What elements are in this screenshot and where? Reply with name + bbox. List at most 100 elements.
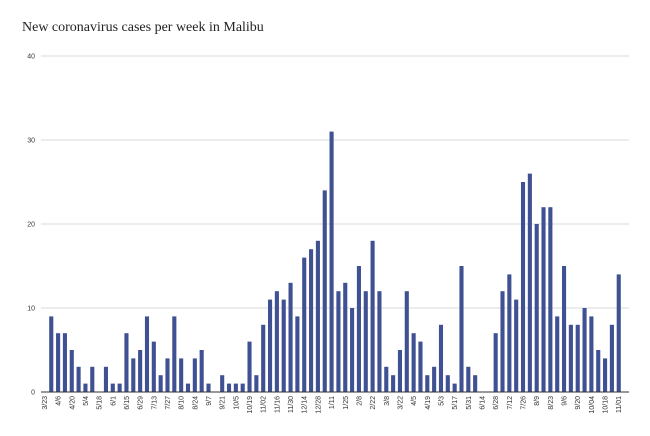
bar: [520, 182, 526, 392]
bar: [514, 299, 519, 392]
bar: [582, 308, 587, 392]
x-tick-label: 1/11: [329, 396, 336, 409]
bar: [309, 249, 314, 392]
bar: [377, 291, 382, 392]
bars: [49, 131, 621, 392]
bar: [370, 240, 375, 392]
bar: [172, 316, 177, 392]
bar: [356, 266, 361, 392]
bar: [117, 383, 122, 392]
x-tick-label: 7/12: [507, 396, 514, 410]
bar: [268, 299, 273, 392]
bar: [322, 190, 327, 392]
bar: [288, 282, 293, 392]
x-tick-label: 12/28: [315, 396, 322, 414]
bar: [240, 383, 245, 392]
y-tick-label: 40: [27, 54, 35, 61]
bar: [404, 291, 409, 392]
x-tick-label: 5/31: [466, 396, 473, 410]
bar: [384, 366, 389, 392]
x-tick-label: 7/26: [521, 396, 528, 410]
bar: [452, 383, 457, 392]
x-axis-ticks: 3/23 4/6 4/20 5/4 5/18 6/1 6/15 6/29 7/13 7/27 8/1…: [42, 396, 623, 414]
y-tick-label: 0: [31, 390, 35, 397]
bar: [254, 375, 259, 392]
bar: [131, 358, 136, 392]
bar: [144, 316, 150, 392]
bar: [438, 324, 444, 392]
x-tick-label: 5/17: [452, 396, 459, 410]
bar: [343, 282, 348, 392]
gridlines: [41, 55, 629, 309]
bar: [56, 333, 61, 392]
bar: [603, 358, 608, 392]
bar: [151, 341, 156, 392]
bar: [281, 299, 286, 392]
bar: [493, 333, 498, 392]
x-tick-label: 11/01: [616, 396, 623, 413]
bar: [247, 341, 252, 392]
bar: [138, 350, 143, 392]
x-tick-label: 4/5: [411, 396, 418, 406]
x-tick-label: 3/22: [397, 396, 404, 410]
bar: [83, 383, 88, 392]
y-axis-ticks: 0 10 20 30 40: [27, 54, 35, 397]
bar: [616, 274, 621, 392]
bar: [562, 266, 567, 392]
bar: [76, 366, 81, 392]
bar: [329, 131, 334, 392]
x-tick-label: 4/20: [69, 396, 76, 410]
x-tick-label: 7/13: [151, 396, 158, 410]
bar: [555, 316, 560, 392]
x-tick-label: 9/7: [206, 396, 213, 406]
bar: [534, 224, 539, 392]
bar: [110, 383, 115, 392]
chart-title: New coronavirus cases per week in Malibu: [22, 20, 264, 35]
x-tick-label: 4/19: [425, 396, 432, 410]
bar: [507, 274, 512, 392]
x-tick-label: 6/15: [124, 396, 131, 410]
bar: [609, 324, 614, 392]
bar: [575, 324, 580, 392]
bar: [391, 375, 396, 392]
bar: [425, 375, 430, 392]
x-tick-label: 3/23: [42, 396, 49, 410]
x-tick-label: 10/04: [589, 396, 596, 414]
bar: [226, 383, 232, 392]
x-tick-label: 9/6: [562, 396, 569, 406]
x-tick-label: 6/28: [493, 396, 500, 410]
x-tick-label: 11/02: [261, 396, 268, 413]
bar: [548, 207, 553, 392]
x-tick-label: 2/22: [370, 396, 377, 410]
bar: [199, 350, 204, 392]
bar: [233, 383, 238, 392]
bar: [459, 266, 464, 392]
bar: [432, 366, 437, 392]
x-tick-label: 6/14: [480, 396, 487, 410]
x-tick-label: 9/21: [220, 396, 227, 410]
bar: [192, 358, 197, 392]
y-tick-label: 20: [27, 222, 35, 229]
x-tick-label: 8/23: [548, 396, 555, 410]
bar: [90, 366, 95, 392]
bar: [363, 291, 368, 392]
bar: [206, 383, 211, 392]
bar: [500, 291, 505, 392]
y-tick-label: 10: [27, 306, 35, 313]
x-tick-label: 8/9: [534, 396, 541, 406]
bar: [596, 350, 601, 392]
x-tick-label: 5/3: [438, 396, 445, 406]
y-tick-label: 30: [27, 138, 35, 145]
bar: [527, 173, 532, 392]
x-tick-label: 6/1: [110, 396, 117, 406]
bar: [466, 366, 471, 392]
x-tick-label: 10/18: [603, 396, 610, 414]
bar: [295, 316, 300, 392]
bar: [541, 207, 546, 392]
bar: [185, 383, 191, 392]
bar: [179, 358, 184, 392]
x-tick-label: 9/20: [575, 396, 582, 410]
x-tick-label: 10/19: [247, 396, 254, 414]
x-tick-label: 7/27: [165, 396, 172, 410]
